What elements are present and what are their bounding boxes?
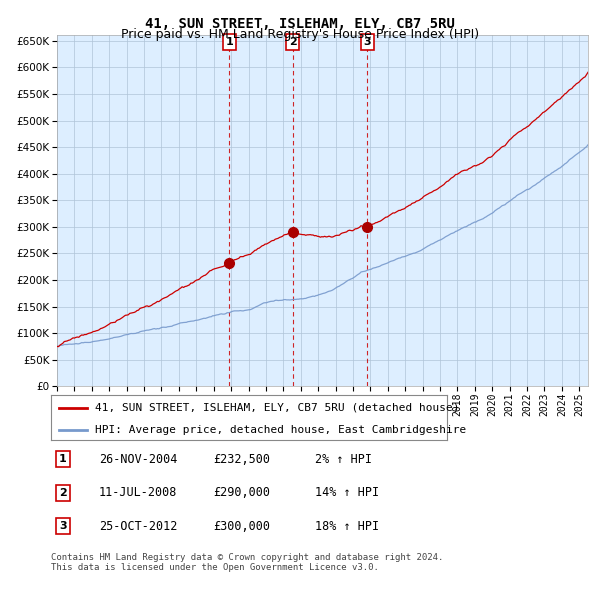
- Text: 14% ↑ HPI: 14% ↑ HPI: [315, 486, 379, 499]
- Text: HPI: Average price, detached house, East Cambridgeshire: HPI: Average price, detached house, East…: [95, 425, 466, 435]
- Text: 3: 3: [59, 522, 67, 531]
- Text: £300,000: £300,000: [213, 520, 270, 533]
- Text: 11-JUL-2008: 11-JUL-2008: [99, 486, 178, 499]
- Text: 41, SUN STREET, ISLEHAM, ELY, CB7 5RU (detached house): 41, SUN STREET, ISLEHAM, ELY, CB7 5RU (d…: [95, 403, 459, 412]
- Text: 2: 2: [289, 37, 296, 47]
- Text: This data is licensed under the Open Government Licence v3.0.: This data is licensed under the Open Gov…: [51, 563, 379, 572]
- Text: 26-NOV-2004: 26-NOV-2004: [99, 453, 178, 466]
- Text: 1: 1: [226, 37, 233, 47]
- Text: Contains HM Land Registry data © Crown copyright and database right 2024.: Contains HM Land Registry data © Crown c…: [51, 553, 443, 562]
- Text: Price paid vs. HM Land Registry's House Price Index (HPI): Price paid vs. HM Land Registry's House …: [121, 28, 479, 41]
- Text: 2% ↑ HPI: 2% ↑ HPI: [315, 453, 372, 466]
- Text: 41, SUN STREET, ISLEHAM, ELY, CB7 5RU: 41, SUN STREET, ISLEHAM, ELY, CB7 5RU: [145, 17, 455, 31]
- Text: 25-OCT-2012: 25-OCT-2012: [99, 520, 178, 533]
- Text: 18% ↑ HPI: 18% ↑ HPI: [315, 520, 379, 533]
- Text: 1: 1: [59, 454, 67, 464]
- Text: £232,500: £232,500: [213, 453, 270, 466]
- Text: 2: 2: [59, 488, 67, 497]
- Text: 3: 3: [364, 37, 371, 47]
- Text: £290,000: £290,000: [213, 486, 270, 499]
